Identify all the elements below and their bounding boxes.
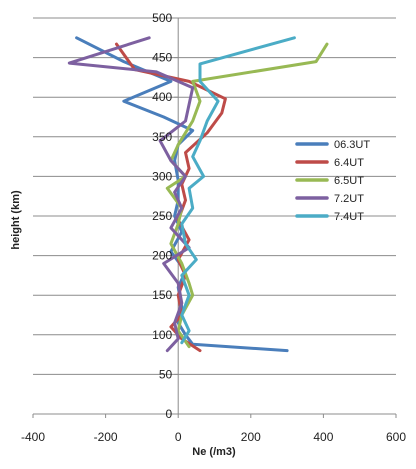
legend-label: 06.3UT <box>334 139 370 151</box>
x-tick-label: -200 <box>94 430 118 444</box>
y-tick-label: 200 <box>152 249 172 263</box>
series-line-7-2ut <box>67 36 195 353</box>
y-tick-label: 0 <box>166 407 173 421</box>
x-tick-label: 200 <box>241 430 261 444</box>
y-tick-label: 50 <box>159 367 173 381</box>
y-tick-label: 500 <box>152 11 172 25</box>
y-tick-label: 350 <box>152 130 172 144</box>
y-tick-label: 450 <box>152 51 172 65</box>
legend: 06.3UT 6.4UT 6.5UT 7.2UT 7.4UT <box>295 139 370 223</box>
grid-lines <box>33 17 396 375</box>
legend-label: 6.4UT <box>334 157 364 169</box>
tick-labels: 0 50 100 150 200 250 300 350 400 450 500 -400 -200 0 2… <box>21 11 406 444</box>
x-tick-label: 400 <box>313 430 333 444</box>
series-line-7-4ut <box>180 36 296 345</box>
y-axis-label: height (km) <box>10 190 22 250</box>
legend-label: 6.5UT <box>334 175 364 187</box>
x-tick-label: 0 <box>175 430 182 444</box>
series-lines <box>67 36 329 353</box>
series-line-6-5ut <box>165 42 329 349</box>
x-tick-label: 600 <box>386 430 406 444</box>
y-tick-label: 150 <box>152 288 172 302</box>
legend-label: 7.4UT <box>334 211 364 223</box>
y-tick-label: 250 <box>152 209 172 223</box>
y-tick-label: 300 <box>152 169 172 183</box>
legend-label: 7.2UT <box>334 193 364 205</box>
x-axis-label: Ne (/m3) <box>192 446 236 458</box>
y-tick-label: 400 <box>152 90 172 104</box>
x-tick-label: -400 <box>21 430 45 444</box>
y-tick-label: 100 <box>152 328 172 342</box>
